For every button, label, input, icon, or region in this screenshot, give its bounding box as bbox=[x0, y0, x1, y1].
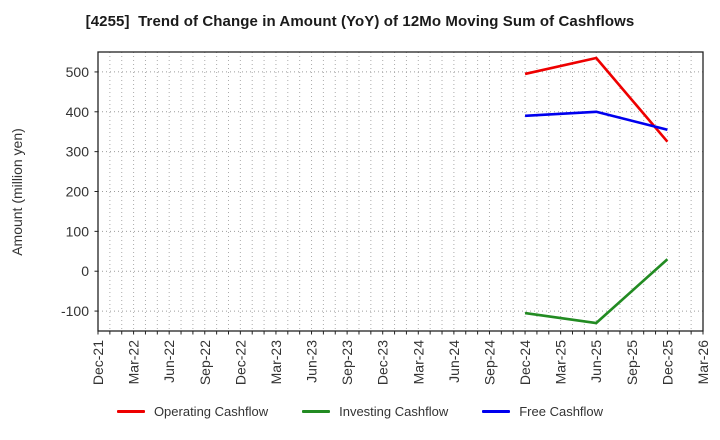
legend-label: Operating Cashflow bbox=[153, 404, 269, 419]
legend-label: Investing Cashflow bbox=[339, 404, 449, 419]
x-tick-label: Jun-22 bbox=[161, 340, 177, 383]
x-tick-label: Sep-24 bbox=[481, 340, 497, 385]
y-tick-label: 500 bbox=[66, 64, 90, 80]
x-tick-label: Dec-25 bbox=[659, 340, 675, 385]
x-tick-label: Dec-24 bbox=[517, 340, 533, 385]
x-tick-label: Sep-23 bbox=[339, 340, 355, 385]
x-tick-label: Dec-23 bbox=[375, 340, 391, 385]
chart-title: [4255] Trend of Change in Amount (YoY) o… bbox=[85, 13, 635, 30]
x-tick-label: Mar-24 bbox=[410, 340, 426, 385]
y-tick-label: -100 bbox=[61, 303, 89, 319]
x-tick-label: Jun-25 bbox=[588, 340, 604, 383]
x-tick-label: Sep-25 bbox=[624, 340, 640, 385]
series-line-free-cashflow bbox=[524, 110, 668, 131]
y-tick-label: 100 bbox=[66, 223, 90, 239]
series-line-investing-cashflow bbox=[524, 258, 669, 325]
x-tick-label: Mar-26 bbox=[695, 340, 711, 385]
legend-line-swatch-investing bbox=[302, 410, 331, 413]
x-tick-label: Jun-24 bbox=[446, 340, 462, 383]
legend-item-operating-cashflow: Operating Cashflow bbox=[116, 404, 269, 419]
series-line-operating-cashflow bbox=[524, 56, 669, 143]
y-tick-label: 400 bbox=[66, 104, 90, 120]
x-tick-label: Jun-23 bbox=[304, 340, 320, 383]
x-tick-label: Mar-22 bbox=[126, 340, 142, 385]
legend-item-investing-cashflow: Investing Cashflow bbox=[302, 404, 448, 419]
y-tick-label: 300 bbox=[66, 144, 90, 160]
x-tick-label: Sep-22 bbox=[197, 340, 213, 385]
legend-item-free-cashflow: Free Cashflow bbox=[482, 404, 603, 419]
x-tick-label: Mar-25 bbox=[553, 340, 569, 385]
x-tick-label: Dec-22 bbox=[232, 340, 248, 385]
x-tick-label: Dec-21 bbox=[90, 340, 106, 385]
legend-line-swatch-operating bbox=[116, 410, 145, 413]
y-tick-label: 200 bbox=[66, 184, 90, 200]
legend-line-swatch-free bbox=[482, 410, 511, 413]
plot-frame bbox=[97, 51, 704, 332]
legend-label: Free Cashflow bbox=[519, 404, 604, 419]
y-tick-label: 0 bbox=[81, 263, 89, 279]
x-tick-label: Mar-23 bbox=[268, 340, 284, 385]
legend: Operating Cashflow Investing Cashflow Fr… bbox=[0, 404, 720, 419]
